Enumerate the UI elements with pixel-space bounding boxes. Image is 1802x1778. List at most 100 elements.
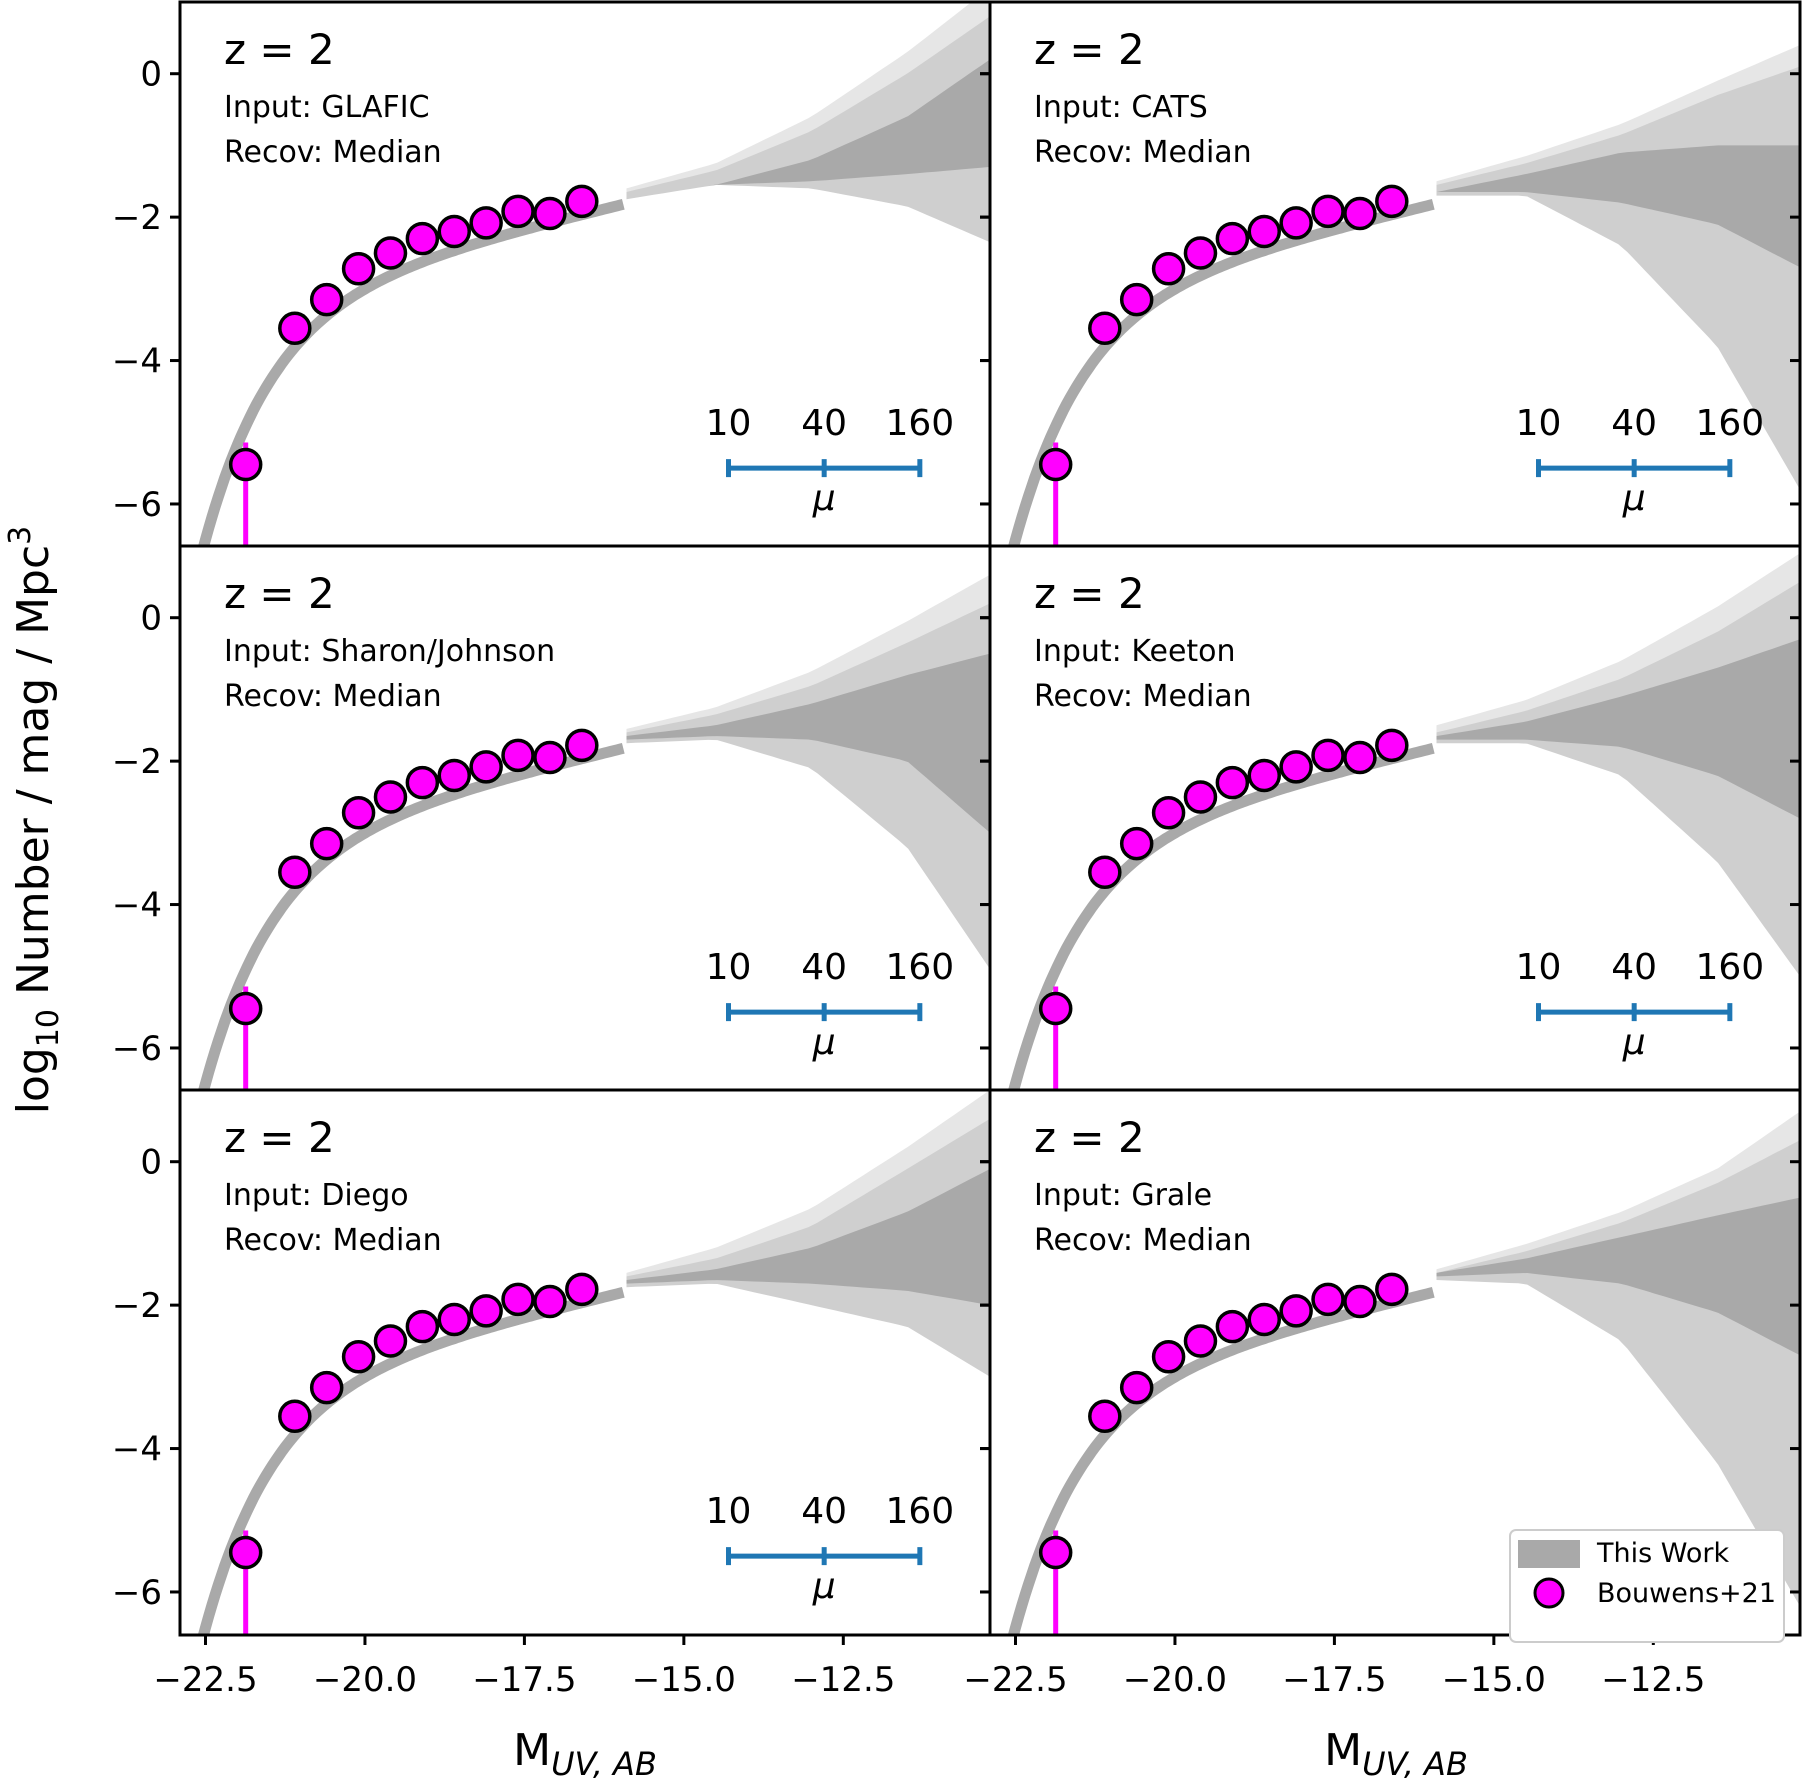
x-tick-label: −12.5 bbox=[791, 1660, 895, 1700]
data-point bbox=[1343, 740, 1377, 775]
data-point bbox=[405, 221, 440, 256]
x-tick-label: −20.0 bbox=[1123, 1660, 1227, 1700]
panel-recov-label: Recov: Median bbox=[224, 1223, 442, 1258]
legend: This Work Bouwens+21 bbox=[1509, 1529, 1785, 1643]
data-point bbox=[309, 1370, 344, 1405]
panel-3: 10 40 160 μ z = 2 Input: Sharon/Johnson Recov:… bbox=[112, 544, 992, 1093]
mu-scale-label: 10 bbox=[706, 1491, 752, 1532]
data-point bbox=[565, 1272, 599, 1307]
data-point bbox=[565, 728, 599, 763]
panel-frame bbox=[988, 1088, 1802, 1637]
mu-scale-label: 40 bbox=[801, 947, 847, 988]
data-point bbox=[501, 1282, 535, 1317]
panel-recov-label: Recov: Median bbox=[1034, 135, 1252, 170]
panel-recov-label: Recov: Median bbox=[1034, 1223, 1252, 1258]
band-dark bbox=[1436, 1197, 1800, 1356]
x-tick-label: −15.0 bbox=[1442, 1660, 1546, 1700]
panel-4: 10 40 160 μ z = 2 Input: Keeton Recov: Median bbox=[980, 544, 1802, 1093]
data-point bbox=[1247, 214, 1282, 249]
data-point bbox=[1247, 758, 1282, 793]
band-mid bbox=[626, 1118, 990, 1377]
data-point bbox=[1183, 1324, 1218, 1358]
y-tick-label: −4 bbox=[112, 342, 162, 382]
data-point bbox=[1151, 796, 1186, 830]
y-tick-label: −4 bbox=[112, 886, 162, 926]
x-tick-label: −20.0 bbox=[313, 1660, 417, 1700]
x-tick-label: −17.5 bbox=[472, 1660, 576, 1700]
band-dark bbox=[1436, 639, 1800, 819]
data-point bbox=[533, 1284, 567, 1319]
panel-title: z = 2 bbox=[224, 1113, 335, 1162]
data-point bbox=[1183, 236, 1218, 270]
data-point bbox=[1311, 194, 1345, 229]
panel-input-label: Input: Grale bbox=[1034, 1178, 1212, 1213]
data-point bbox=[405, 1309, 440, 1344]
mu-scale-label: 10 bbox=[706, 403, 752, 444]
panel-plot-area: 10 40 160 μ bbox=[180, 546, 990, 1091]
mu-scale-label: 10 bbox=[1516, 403, 1562, 444]
x-tick-label: −15.0 bbox=[632, 1660, 736, 1700]
data-point bbox=[1088, 855, 1122, 890]
x-tick-label: −22.5 bbox=[963, 1660, 1067, 1700]
band-dark bbox=[626, 59, 990, 196]
data-point bbox=[373, 236, 408, 270]
legend-label-bouwens: Bouwens+21 bbox=[1597, 1578, 1776, 1609]
data-point bbox=[437, 214, 472, 249]
data-point bbox=[278, 1399, 312, 1434]
panel-plot-area: 10 40 160 μ bbox=[180, 1090, 990, 1635]
data-point bbox=[228, 991, 263, 1026]
data-point bbox=[1088, 311, 1122, 346]
mu-scale-label: 160 bbox=[885, 403, 954, 444]
panel-background bbox=[180, 1090, 990, 1635]
panel-2: 10 40 160 μ z = 2 Input: CATS Recov: Median bbox=[980, 0, 1802, 549]
legend-swatch-this-work bbox=[1518, 1540, 1580, 1568]
y-tick-label: −6 bbox=[112, 485, 162, 525]
legend-label-this-work: This Work bbox=[1596, 1538, 1729, 1569]
data-point bbox=[1215, 1309, 1250, 1344]
mu-symbol: μ bbox=[812, 1022, 836, 1063]
mu-scale-label: 10 bbox=[706, 947, 752, 988]
y-tick-label: 0 bbox=[140, 55, 162, 95]
y-tick-label: −4 bbox=[112, 1430, 162, 1470]
data-point bbox=[1279, 206, 1313, 240]
panel-plot-area: 10 40 160 μ bbox=[990, 546, 1800, 1091]
panel-recov-label: Recov: Median bbox=[224, 135, 442, 170]
mu-symbol: μ bbox=[1622, 478, 1646, 519]
data-point bbox=[437, 1302, 472, 1337]
data-point bbox=[341, 252, 376, 286]
x-tick-label: −22.5 bbox=[153, 1660, 257, 1700]
panel-1: 10 40 160 μ z = 2 Input: GLAFIC Recov: Median 0… bbox=[112, 0, 992, 549]
panel-recov-label: Recov: Median bbox=[224, 679, 442, 714]
data-point bbox=[1343, 196, 1377, 231]
data-point bbox=[1311, 738, 1345, 773]
panel-title: z = 2 bbox=[1034, 25, 1145, 74]
y-tick-label: −2 bbox=[112, 198, 162, 238]
y-tick-label: −6 bbox=[112, 1029, 162, 1069]
data-point bbox=[1311, 1282, 1345, 1317]
data-point bbox=[1088, 1399, 1122, 1434]
mu-scale-label: 160 bbox=[1695, 947, 1764, 988]
band-dark bbox=[1436, 145, 1800, 268]
legend-marker-bouwens bbox=[1533, 1577, 1565, 1609]
data-point bbox=[228, 1535, 263, 1570]
data-point bbox=[1215, 765, 1250, 800]
panel-title: z = 2 bbox=[224, 25, 335, 74]
data-point bbox=[1038, 991, 1073, 1026]
panel-input-label: Input: Diego bbox=[224, 1178, 409, 1213]
panel-input-label: Input: Keeton bbox=[1034, 634, 1236, 669]
mu-scale-label: 40 bbox=[801, 403, 847, 444]
mu-scale-label: 160 bbox=[1695, 403, 1764, 444]
mu-scale-label: 40 bbox=[801, 1491, 847, 1532]
data-point bbox=[501, 738, 535, 773]
y-axis-label: log10 Number / mag / Mpc3 bbox=[3, 526, 66, 1115]
data-point bbox=[437, 758, 472, 793]
mu-symbol: μ bbox=[812, 1566, 836, 1607]
data-point bbox=[1151, 1340, 1186, 1374]
band-dark bbox=[626, 653, 990, 833]
data-point bbox=[341, 796, 376, 830]
panel-input-label: Input: GLAFIC bbox=[224, 90, 430, 125]
data-point bbox=[228, 447, 263, 482]
mu-scale-label: 40 bbox=[1611, 947, 1657, 988]
data-point bbox=[469, 206, 503, 240]
panels-layer: 10 40 160 μ z = 2 Input: GLAFIC Recov: Median 0… bbox=[112, 0, 1802, 1700]
